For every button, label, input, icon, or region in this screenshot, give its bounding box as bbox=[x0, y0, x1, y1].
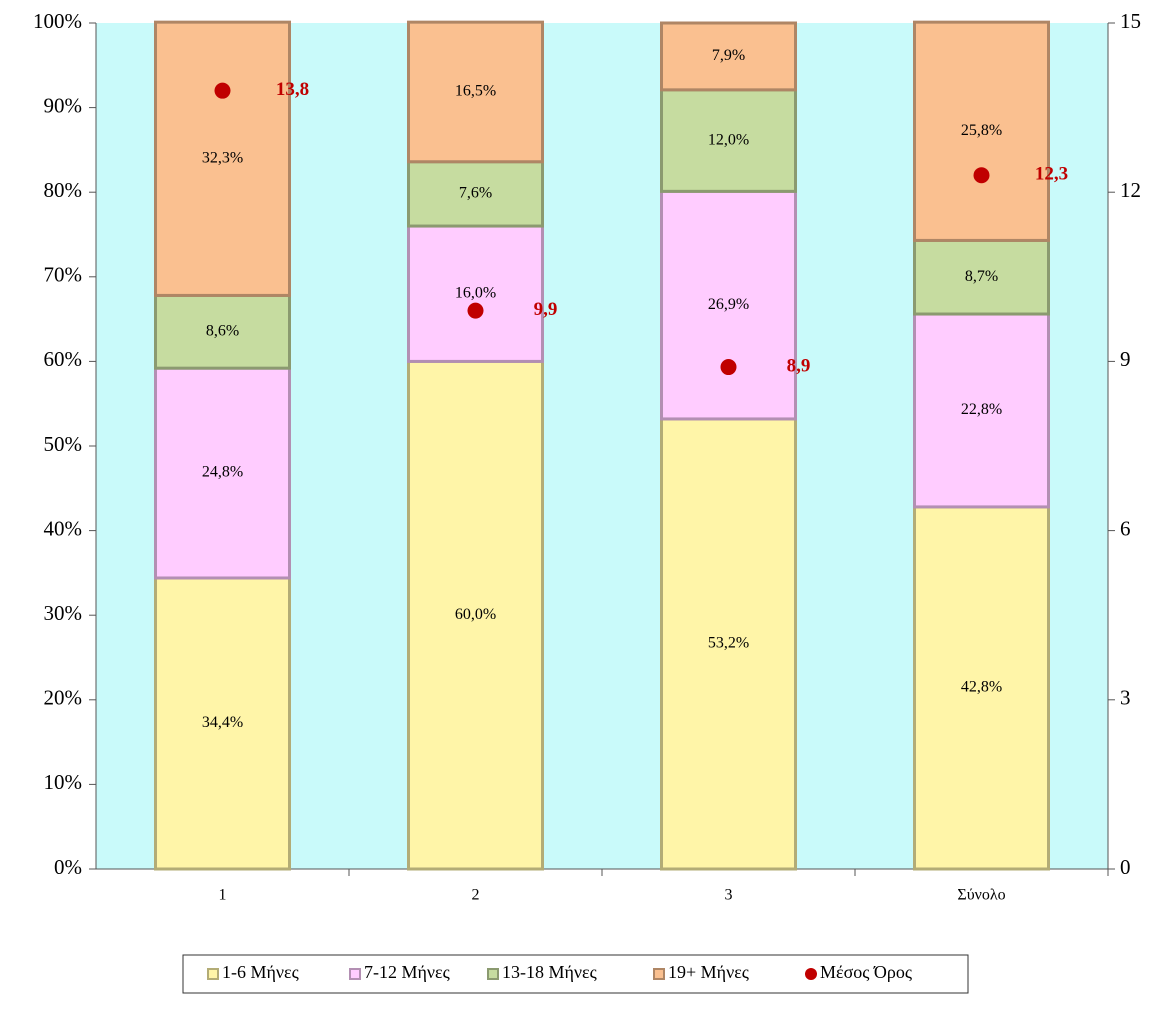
mean-label: 13,8 bbox=[276, 79, 309, 100]
legend-label: 13-18 Μήνες bbox=[502, 962, 597, 982]
bar-segment bbox=[913, 505, 1050, 871]
value-label: 34,4% bbox=[202, 714, 243, 731]
value-label: 7,9% bbox=[712, 47, 745, 64]
y2-tick-label: 3 bbox=[1120, 686, 1131, 710]
bar-segment bbox=[407, 20, 544, 164]
legend bbox=[182, 954, 969, 994]
bar-segment bbox=[154, 293, 291, 370]
y2-tick-label: 15 bbox=[1120, 9, 1141, 33]
value-label: 32,3% bbox=[202, 149, 243, 166]
y-tick-label: 20% bbox=[44, 686, 83, 710]
y-tick-label: 40% bbox=[44, 516, 83, 540]
legend-label: 7-12 Μήνες bbox=[364, 962, 450, 982]
y-tick-label: 70% bbox=[44, 263, 83, 287]
legend-swatch bbox=[487, 968, 499, 980]
mean-marker bbox=[973, 167, 990, 184]
legend-swatch bbox=[349, 968, 361, 980]
x-tick-label: 3 bbox=[725, 887, 733, 904]
value-label: 7,6% bbox=[459, 185, 492, 202]
value-label: 16,5% bbox=[455, 83, 496, 100]
value-label: 12,0% bbox=[708, 131, 749, 148]
y-tick-label: 0% bbox=[54, 855, 82, 879]
bar-segment bbox=[913, 312, 1050, 509]
legend-label: 1-6 Μήνες bbox=[222, 962, 299, 982]
y-tick-label: 90% bbox=[44, 93, 83, 117]
value-label: 16,0% bbox=[455, 284, 496, 301]
x-tick-label: 1 bbox=[219, 887, 227, 904]
value-label: 22,8% bbox=[961, 401, 1002, 418]
y-tick-label: 60% bbox=[44, 347, 83, 371]
bar-segment bbox=[154, 20, 291, 297]
value-label: 53,2% bbox=[708, 635, 749, 652]
bar-segment bbox=[660, 189, 797, 421]
value-label: 24,8% bbox=[202, 464, 243, 481]
bar-segment bbox=[913, 238, 1050, 316]
y-tick-label: 100% bbox=[33, 9, 82, 33]
value-label: 60,0% bbox=[455, 606, 496, 623]
bar-segment bbox=[154, 366, 291, 580]
x-tick-label: 2 bbox=[472, 887, 480, 904]
bar-segment bbox=[407, 359, 544, 871]
value-label: 42,8% bbox=[961, 679, 1002, 696]
y-tick-label: 50% bbox=[44, 432, 83, 456]
value-label: 8,6% bbox=[206, 322, 239, 339]
mean-marker bbox=[720, 359, 737, 376]
legend-label: Μέσος Όρος bbox=[820, 962, 912, 982]
bar-segment bbox=[660, 21, 797, 92]
x-tick-label: Σύνολο bbox=[957, 887, 1005, 904]
y-tick-label: 10% bbox=[44, 770, 83, 794]
bar-segment bbox=[154, 576, 291, 871]
legend-swatch bbox=[207, 968, 219, 980]
mean-label: 8,9 bbox=[787, 355, 811, 376]
bar-segment bbox=[407, 224, 544, 363]
legend-marker bbox=[805, 968, 817, 980]
y2-tick-label: 6 bbox=[1120, 516, 1131, 540]
bar-segment bbox=[660, 88, 797, 193]
bar-segment bbox=[660, 417, 797, 871]
y-tick-label: 30% bbox=[44, 601, 83, 625]
mean-label: 9,9 bbox=[534, 299, 558, 320]
bar-segment bbox=[913, 20, 1050, 242]
legend-label: 19+ Μήνες bbox=[668, 962, 749, 982]
value-label: 8,7% bbox=[965, 268, 998, 285]
y2-tick-label: 0 bbox=[1120, 855, 1131, 879]
mean-label: 12,3 bbox=[1035, 164, 1068, 185]
value-label: 25,8% bbox=[961, 122, 1002, 139]
y2-tick-label: 9 bbox=[1120, 347, 1131, 371]
legend-swatch bbox=[653, 968, 665, 980]
value-label: 26,9% bbox=[708, 296, 749, 313]
y-tick-label: 80% bbox=[44, 178, 83, 202]
mean-marker bbox=[214, 82, 231, 99]
mean-marker bbox=[467, 302, 484, 319]
y2-tick-label: 12 bbox=[1120, 178, 1141, 202]
